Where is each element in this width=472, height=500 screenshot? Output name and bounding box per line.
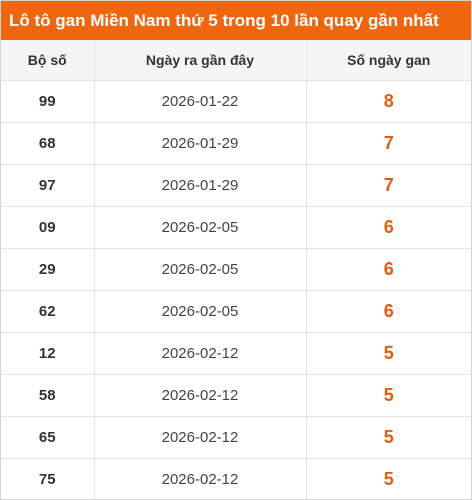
table-row: 75 2026-02-12 5 <box>1 458 471 500</box>
table-row: 29 2026-02-05 6 <box>1 248 471 291</box>
cell-gan-days: 6 <box>306 248 471 291</box>
table-row: 09 2026-02-05 6 <box>1 206 471 249</box>
header-row: Bộ số Ngày ra gần đây Số ngày gan <box>1 40 471 81</box>
column-header-gan-days: Số ngày gan <box>306 40 471 81</box>
cell-date: 2026-02-12 <box>93 374 307 417</box>
cell-number: 99 <box>1 80 94 123</box>
table-row: 12 2026-02-12 5 <box>1 332 471 375</box>
cell-number: 65 <box>1 416 94 459</box>
cell-number: 58 <box>1 374 94 417</box>
table-row: 68 2026-01-29 7 <box>1 122 471 165</box>
table-body: 99 2026-01-22 8 68 2026-01-29 7 97 2026-… <box>1 80 471 500</box>
cell-date: 2026-01-29 <box>93 122 307 165</box>
cell-gan-days: 8 <box>306 80 471 123</box>
cell-gan-days: 5 <box>306 416 471 459</box>
cell-number: 97 <box>1 164 94 207</box>
panel-title: Lô tô gan Miền Nam thứ 5 trong 10 lần qu… <box>1 1 471 40</box>
cell-date: 2026-02-12 <box>93 332 307 375</box>
cell-date: 2026-02-05 <box>93 248 307 291</box>
cell-date: 2026-02-05 <box>93 206 307 249</box>
cell-date: 2026-02-05 <box>93 290 307 333</box>
table-row: 62 2026-02-05 6 <box>1 290 471 333</box>
cell-number: 68 <box>1 122 94 165</box>
cell-gan-days: 6 <box>306 206 471 249</box>
cell-date: 2026-02-12 <box>93 458 307 500</box>
column-header-number: Bộ số <box>1 40 94 81</box>
cell-gan-days: 7 <box>306 122 471 165</box>
cell-gan-days: 6 <box>306 290 471 333</box>
table-row: 65 2026-02-12 5 <box>1 416 471 459</box>
cell-number: 12 <box>1 332 94 375</box>
table-row: 58 2026-02-12 5 <box>1 374 471 417</box>
column-header-recent-date: Ngày ra gần đây <box>93 40 307 81</box>
cell-gan-days: 5 <box>306 332 471 375</box>
cell-date: 2026-02-12 <box>93 416 307 459</box>
cell-date: 2026-01-22 <box>93 80 307 123</box>
table-row: 99 2026-01-22 8 <box>1 80 471 123</box>
cell-number: 29 <box>1 248 94 291</box>
lotto-gan-table: Bộ số Ngày ra gần đây Số ngày gan 99 202… <box>1 40 471 500</box>
table-row: 97 2026-01-29 7 <box>1 164 471 207</box>
table-header: Bộ số Ngày ra gần đây Số ngày gan <box>1 40 471 81</box>
cell-number: 75 <box>38 471 56 488</box>
cell-gan-days: 5 <box>383 469 394 489</box>
cell-gan-days: 7 <box>306 164 471 207</box>
cell-date: 2026-01-29 <box>93 164 307 207</box>
cell-number: 09 <box>1 206 94 249</box>
cell-gan-days: 5 <box>306 374 471 417</box>
cell-number: 62 <box>1 290 94 333</box>
